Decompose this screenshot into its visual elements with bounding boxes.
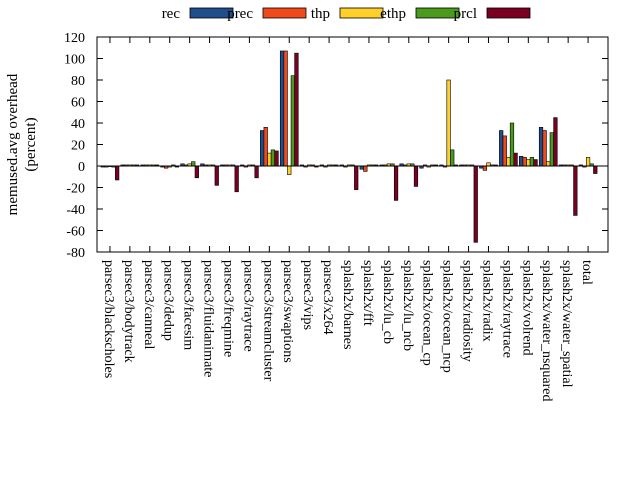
bar-thp <box>267 152 272 167</box>
legend-swatch-ethp <box>415 7 460 19</box>
x-tick-label: splash2x/radiosity <box>460 260 475 362</box>
x-ticks: parsec3/blackscholes parsec3/bodytrack par… <box>101 37 594 402</box>
x-tick-label: parsec3/raytrace <box>240 260 255 352</box>
legend: rec prec thp ethp prcl <box>162 6 531 22</box>
y-tick-label: 60 <box>71 96 85 111</box>
bar-prcl <box>234 165 239 193</box>
bar-prcl <box>115 165 120 181</box>
bar-prec <box>542 130 547 167</box>
y-axis-title-line2: (percent) <box>23 117 39 171</box>
bar-prec <box>363 165 368 172</box>
bar-prcl <box>553 117 558 167</box>
legend-swatch-prcl <box>486 7 531 19</box>
y-tick-label: 100 <box>64 53 85 68</box>
bar-prcl <box>354 165 359 190</box>
bar-prcl <box>513 152 518 167</box>
bar-prcl <box>214 165 219 186</box>
bar-prec <box>283 50 288 167</box>
bar-prcl <box>573 165 578 216</box>
bar-rec <box>279 50 285 167</box>
bar-prec <box>522 157 527 167</box>
bar-prcl <box>194 165 199 179</box>
y-tick-label: 40 <box>71 117 85 132</box>
bar-prec <box>263 127 268 167</box>
x-tick-label: splash2x/volrend <box>519 260 534 356</box>
bar-prcl <box>413 165 419 187</box>
bar-prcl <box>294 52 299 167</box>
bar-thp <box>446 79 451 167</box>
bar-thp <box>585 157 591 167</box>
bar-prcl <box>274 150 279 167</box>
bar-prec <box>482 165 487 171</box>
bar-rec <box>499 130 504 167</box>
bar-ethp <box>529 157 535 167</box>
x-tick-label: splash2x/fft <box>360 260 375 326</box>
x-tick-label: parsec3/dedup <box>161 260 176 341</box>
x-tick-label: splash2x/barnes <box>340 260 355 349</box>
legend-swatch-rec <box>189 7 234 19</box>
x-tick-label: splash2x/water_spatial <box>559 260 574 388</box>
legend-label-rec: rec <box>162 6 181 22</box>
bar-ethp <box>191 161 196 167</box>
y-tick-label: 20 <box>71 139 85 154</box>
x-tick-label: parsec3/facesim <box>181 260 196 350</box>
y-ticks: 120 100 80 60 40 20 0 -20 -40 -60 -80 <box>64 31 608 261</box>
x-tick-label: parsec3/bodytrack <box>121 260 136 363</box>
legend-swatch-thp <box>339 7 384 19</box>
bar-prcl <box>533 159 538 167</box>
bar-rec <box>260 130 265 167</box>
legend-swatch-prec <box>262 7 307 19</box>
bar-ethp <box>270 149 276 167</box>
x-tick-label: splash2x/lu_cb <box>380 260 395 344</box>
x-tick-label: parsec3/streamcluster <box>260 260 275 382</box>
x-tick-label: parsec3/blackscholes <box>101 260 116 378</box>
x-tick-label: splash2x/raytrace <box>499 260 514 358</box>
x-tick-label: splash2x/radix <box>479 260 494 342</box>
y-tick-label: -40 <box>66 203 85 218</box>
bar-thp <box>546 161 551 167</box>
x-tick-label: splash2x/ocean_cp <box>420 260 435 366</box>
y-tick-label: 0 <box>78 160 85 175</box>
bar-ethp <box>549 132 554 167</box>
bar-thp <box>526 159 531 167</box>
y-tick-label: 120 <box>64 31 85 46</box>
bar-prcl <box>473 165 478 243</box>
x-tick-label: splash2x/water_nsquared <box>539 260 554 402</box>
bar-prcl <box>254 165 259 179</box>
bar-rec <box>519 156 524 167</box>
x-tick-label: parsec3/x264 <box>320 260 335 335</box>
legend-label-thp: thp <box>311 6 330 22</box>
y-tick-label: 80 <box>71 74 85 89</box>
bar-prcl <box>593 165 598 174</box>
bar-thp <box>287 165 292 175</box>
y-tick-label: -60 <box>66 225 85 240</box>
x-tick-label: parsec3/fluidanimate <box>201 260 216 377</box>
bar-ethp <box>290 75 295 167</box>
x-tick-label: splash2x/lu_ncb <box>400 260 415 351</box>
bar-rec <box>538 127 544 167</box>
y-axis-title-line1: memused.avg overhead <box>5 73 21 215</box>
bar-prcl <box>393 165 399 201</box>
legend-label-prec: prec <box>227 6 253 22</box>
x-tick-label: splash2x/ocean_ncp <box>440 260 455 373</box>
bar-ethp <box>450 149 455 167</box>
x-tick-label: parsec3/freqmine <box>220 260 235 357</box>
x-tick-label: parsec3/vips <box>300 260 315 330</box>
legend-label-ethp: ethp <box>380 6 406 22</box>
bars <box>100 50 598 243</box>
legend-label-prcl: prcl <box>454 6 477 22</box>
bar-thp <box>506 157 511 167</box>
plot-frame <box>96 36 609 253</box>
bar-ethp <box>509 122 515 167</box>
x-tick-label: parsec3/canneal <box>141 260 156 349</box>
bar-prec <box>502 135 507 167</box>
x-tick-label: parsec3/swaptions <box>280 260 295 363</box>
x-tick-label: total <box>579 260 594 285</box>
y-tick-label: -20 <box>66 182 85 197</box>
y-tick-label: -80 <box>66 246 85 261</box>
